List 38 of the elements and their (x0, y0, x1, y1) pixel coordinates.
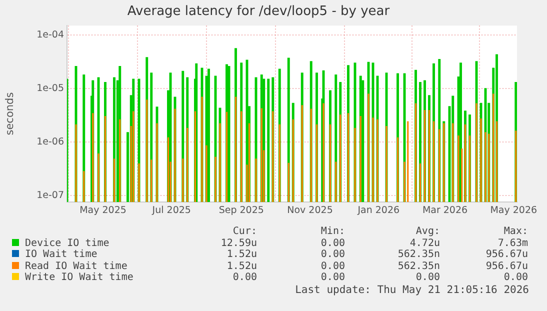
text: 1.52u (226, 260, 257, 272)
x-tick-label: Jul 2025 (151, 205, 191, 216)
x-tick-label: Jan 2026 (356, 205, 400, 216)
text: 1.52u (226, 249, 257, 260)
text: 956.67u (484, 260, 528, 272)
x-tick-label: Sep 2025 (218, 205, 264, 216)
text: 0.00 (414, 272, 440, 284)
y-tick-label: 1e-06 (36, 136, 64, 148)
text: 956.67u (484, 249, 528, 260)
text: 562.35n (396, 249, 440, 260)
text: 0.00 (320, 272, 345, 284)
legend-label: IO Wait time (24, 249, 98, 260)
text: 4.72u (408, 238, 440, 249)
x-tick-label: May 2026 (490, 205, 538, 216)
text: 12.59u (220, 238, 257, 249)
legend-label: Read IO Wait time (24, 260, 128, 272)
y-axis-title: seconds (4, 92, 16, 136)
text: 7.63m (496, 238, 528, 249)
chart-title: Average latency for /dev/loop5 - by year (127, 4, 390, 20)
text: Avg: (414, 226, 440, 238)
x-tick-label: Mar 2026 (422, 205, 468, 216)
y-tick-label: 1e-05 (36, 82, 64, 94)
text: Max: (502, 226, 528, 238)
legend-label: Write IO Wait time (24, 272, 134, 284)
text: Cur: (232, 226, 257, 238)
legend-label: Device IO time (24, 238, 110, 249)
y-tick-label: 1e-04 (36, 29, 64, 40)
text: 0.00 (320, 249, 345, 260)
y-tick-label: 1e-07 (36, 190, 64, 201)
text: 562.35n (396, 260, 440, 272)
text: Min: (320, 226, 345, 238)
text: 0.00 (232, 272, 257, 284)
text: 0.00 (320, 238, 345, 249)
x-tick-label: Nov 2025 (287, 205, 333, 216)
text: 0.00 (320, 260, 345, 272)
text: 0.00 (502, 272, 528, 284)
x-tick-label: May 2025 (80, 205, 126, 216)
text: Last update: Thu May 21 21:05:16 2026 (294, 284, 530, 296)
